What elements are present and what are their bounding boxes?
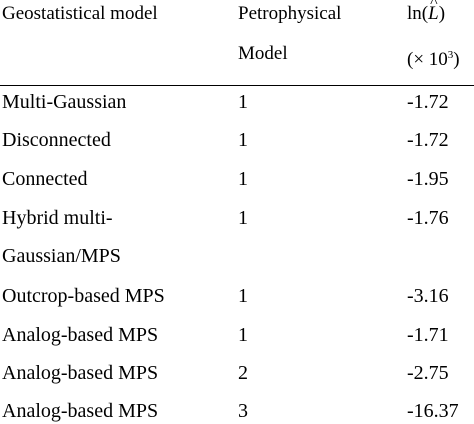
row-3-value: -1.95 [407, 168, 449, 190]
row-1-model: Multi-Gaussian [2, 91, 127, 113]
header-model: Model [238, 43, 288, 64]
row-5-value: -3.16 [407, 285, 449, 307]
row-2-model: Disconnected [2, 129, 111, 151]
row-3-model: Connected [2, 168, 88, 190]
row-8-model: Analog-based MPS [2, 400, 159, 422]
header-ln-suffix: ) [438, 3, 446, 24]
row-7-model: Analog-based MPS [2, 362, 159, 384]
row-5-petro: 1 [238, 285, 248, 307]
header-unit-suffix: ) [453, 49, 460, 70]
row-3-petro: 1 [238, 168, 248, 190]
row-1-petro: 1 [238, 91, 248, 113]
header-unit-prefix: (× 10 [407, 49, 448, 70]
row-8-petro: 3 [238, 400, 248, 422]
row-2-petro: 1 [238, 129, 248, 151]
row-2-value: -1.72 [407, 129, 449, 151]
header-log-likelihood: ln(L) [407, 0, 446, 24]
header-geostatistical-model: Geostatistical model [2, 3, 158, 24]
header-unit: (× 103) [407, 49, 460, 70]
row-6-model: Analog-based MPS [2, 324, 159, 346]
row-8-value: -16.37 [407, 400, 459, 422]
header-l-hat-symbol: L [428, 0, 439, 23]
row-4-model-continued: Gaussian/MPS [2, 245, 121, 267]
row-7-value: -2.75 [407, 362, 449, 384]
header-ln-prefix: ln( [407, 3, 429, 24]
row-4-model: Hybrid multi- [2, 207, 113, 229]
header-divider [0, 85, 474, 86]
header-unit-exponent: 3 [447, 49, 454, 61]
row-4-value: -1.76 [407, 207, 449, 229]
row-6-value: -1.71 [407, 324, 449, 346]
row-5-model: Outcrop-based MPS [2, 285, 165, 307]
row-1-value: -1.72 [407, 91, 449, 113]
row-7-petro: 2 [238, 362, 248, 384]
row-4-petro: 1 [238, 207, 248, 229]
header-petrophysical: Petrophysical [238, 3, 342, 24]
row-6-petro: 1 [238, 324, 248, 346]
